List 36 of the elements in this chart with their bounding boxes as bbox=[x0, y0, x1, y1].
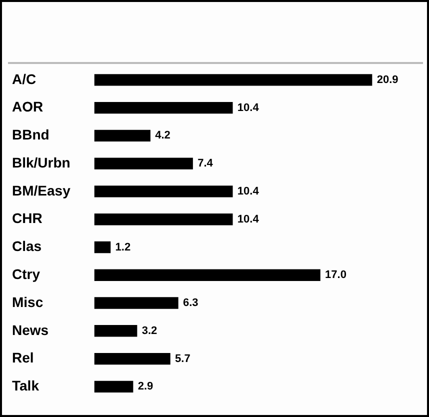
y-tick-label: Blk/Urbn bbox=[12, 154, 70, 170]
data-label: 10.4 bbox=[237, 186, 260, 198]
data-label: 6.3 bbox=[183, 297, 198, 310]
bar bbox=[94, 325, 138, 337]
y-tick-label: News bbox=[12, 322, 49, 338]
y-tick-label: Rel bbox=[12, 350, 34, 366]
bar bbox=[94, 269, 320, 281]
bar bbox=[94, 241, 111, 254]
data-label: 17.0 bbox=[325, 269, 346, 282]
bar bbox=[94, 158, 193, 170]
bar bbox=[94, 74, 372, 86]
data-label: 3.2 bbox=[142, 324, 158, 337]
y-tick-label: AOR bbox=[12, 98, 44, 115]
bar bbox=[94, 297, 178, 309]
data-label: 1.2 bbox=[115, 241, 131, 254]
data-label: 10.4 bbox=[237, 102, 260, 114]
bar bbox=[94, 130, 150, 142]
y-tick-label: A/C bbox=[12, 70, 36, 87]
bar bbox=[94, 380, 134, 392]
y-tick-label: Clas bbox=[12, 238, 42, 254]
y-tick-label: Misc bbox=[12, 294, 44, 310]
bar bbox=[94, 186, 233, 198]
y-tick-label: Talk bbox=[12, 378, 40, 394]
bar bbox=[94, 102, 233, 114]
data-label: 2.9 bbox=[138, 380, 154, 393]
data-label: 7.4 bbox=[198, 158, 214, 170]
y-tick-label: Ctry bbox=[12, 266, 40, 282]
bar bbox=[94, 214, 233, 226]
data-label: 5.7 bbox=[175, 352, 190, 365]
y-tick-label: BBnd bbox=[12, 126, 50, 143]
y-tick-label: CHR bbox=[12, 210, 42, 226]
data-label: 20.9 bbox=[376, 74, 398, 86]
bar bbox=[94, 352, 170, 365]
data-label: 4.2 bbox=[155, 130, 170, 142]
y-tick-label: BM/Easy bbox=[12, 182, 71, 198]
data-label: 10.4 bbox=[237, 213, 260, 226]
